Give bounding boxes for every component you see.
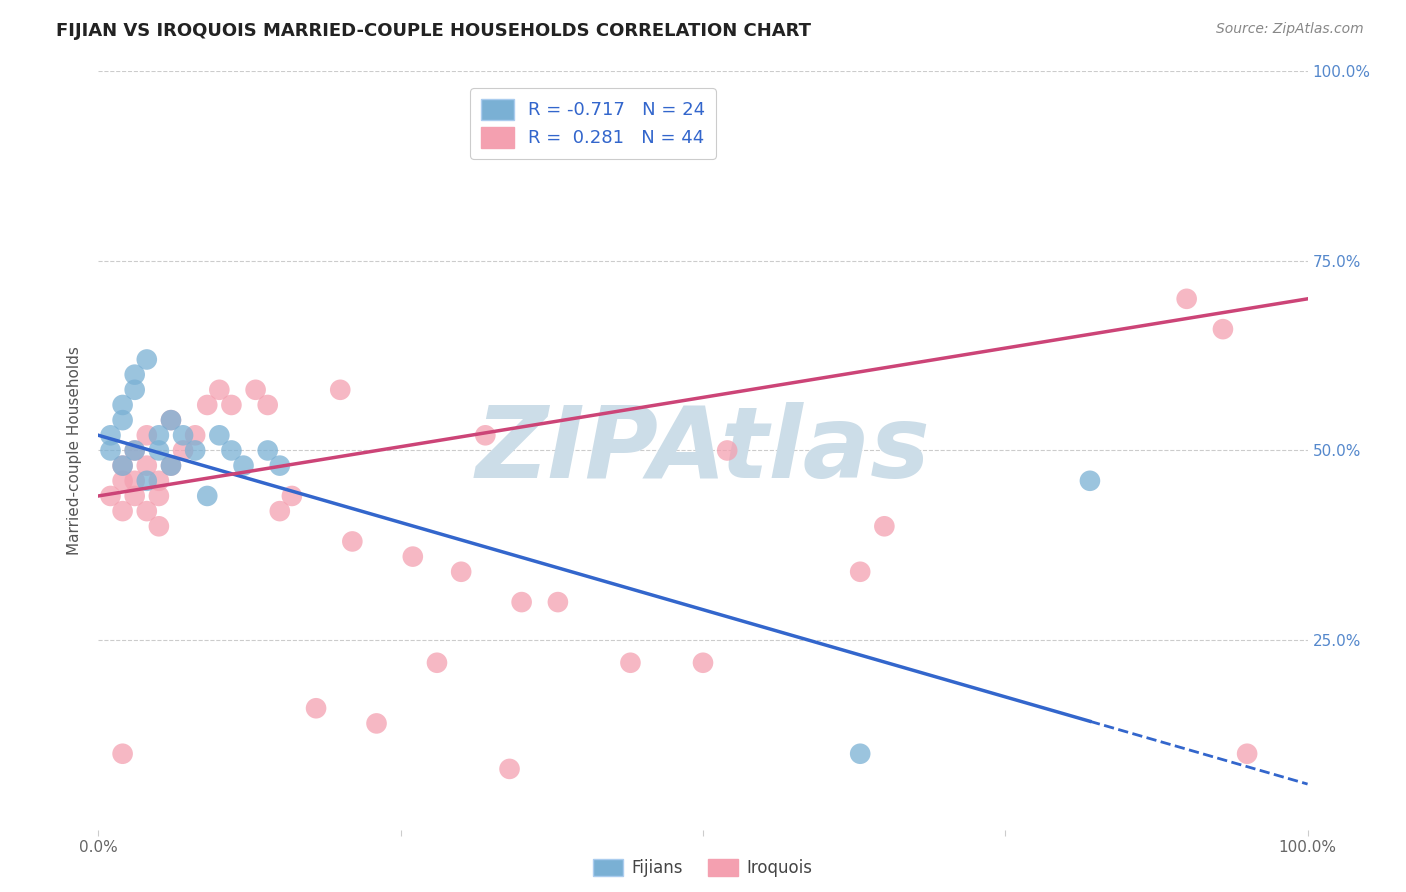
Point bbox=[148, 443, 170, 458]
Legend: Fijians, Iroquois: Fijians, Iroquois bbox=[586, 852, 820, 884]
Point bbox=[269, 504, 291, 518]
Point bbox=[256, 443, 278, 458]
Point bbox=[135, 504, 157, 518]
Text: ZIPAtlas: ZIPAtlas bbox=[475, 402, 931, 499]
Point bbox=[1175, 292, 1198, 306]
Point bbox=[111, 747, 134, 761]
Point bbox=[849, 565, 872, 579]
Point bbox=[148, 428, 170, 442]
Point bbox=[269, 458, 291, 473]
Point bbox=[111, 458, 134, 473]
Point bbox=[256, 398, 278, 412]
Point bbox=[716, 443, 738, 458]
Point bbox=[100, 443, 122, 458]
Point bbox=[111, 413, 134, 427]
Point bbox=[873, 519, 896, 533]
Point bbox=[111, 398, 134, 412]
Point bbox=[426, 656, 449, 670]
Point bbox=[329, 383, 352, 397]
Point bbox=[124, 474, 146, 488]
Point bbox=[100, 489, 122, 503]
Point bbox=[111, 458, 134, 473]
Point bbox=[124, 443, 146, 458]
Point bbox=[692, 656, 714, 670]
Point bbox=[184, 428, 207, 442]
Point bbox=[135, 352, 157, 367]
Point bbox=[245, 383, 267, 397]
Point bbox=[232, 458, 254, 473]
Point bbox=[160, 413, 183, 427]
Point bbox=[100, 428, 122, 442]
Point bbox=[366, 716, 388, 731]
Point bbox=[148, 489, 170, 503]
Point bbox=[474, 428, 496, 442]
Point bbox=[221, 443, 243, 458]
Text: FIJIAN VS IROQUOIS MARRIED-COUPLE HOUSEHOLDS CORRELATION CHART: FIJIAN VS IROQUOIS MARRIED-COUPLE HOUSEH… bbox=[56, 22, 811, 40]
Point bbox=[1078, 474, 1101, 488]
Legend: R = -0.717   N = 24, R =  0.281   N = 44: R = -0.717 N = 24, R = 0.281 N = 44 bbox=[470, 88, 716, 159]
Point bbox=[148, 519, 170, 533]
Point bbox=[135, 458, 157, 473]
Point bbox=[510, 595, 533, 609]
Point bbox=[135, 474, 157, 488]
Point bbox=[402, 549, 425, 564]
Point bbox=[124, 383, 146, 397]
Point bbox=[547, 595, 569, 609]
Point bbox=[1236, 747, 1258, 761]
Point bbox=[208, 428, 231, 442]
Point bbox=[305, 701, 328, 715]
Point bbox=[342, 534, 364, 549]
Y-axis label: Married-couple Households: Married-couple Households bbox=[67, 346, 83, 555]
Point bbox=[1212, 322, 1234, 336]
Point bbox=[135, 428, 157, 442]
Point bbox=[111, 504, 134, 518]
Point bbox=[184, 443, 207, 458]
Point bbox=[498, 762, 520, 776]
Point bbox=[148, 474, 170, 488]
Point bbox=[160, 413, 183, 427]
Point bbox=[124, 443, 146, 458]
Point bbox=[619, 656, 641, 670]
Point bbox=[195, 398, 218, 412]
Point bbox=[221, 398, 243, 412]
Point bbox=[849, 747, 872, 761]
Point bbox=[124, 489, 146, 503]
Point bbox=[208, 383, 231, 397]
Point bbox=[160, 458, 183, 473]
Point bbox=[111, 474, 134, 488]
Point bbox=[195, 489, 218, 503]
Text: Source: ZipAtlas.com: Source: ZipAtlas.com bbox=[1216, 22, 1364, 37]
Point bbox=[172, 443, 194, 458]
Point bbox=[124, 368, 146, 382]
Point bbox=[450, 565, 472, 579]
Point bbox=[172, 428, 194, 442]
Point bbox=[281, 489, 304, 503]
Point bbox=[160, 458, 183, 473]
